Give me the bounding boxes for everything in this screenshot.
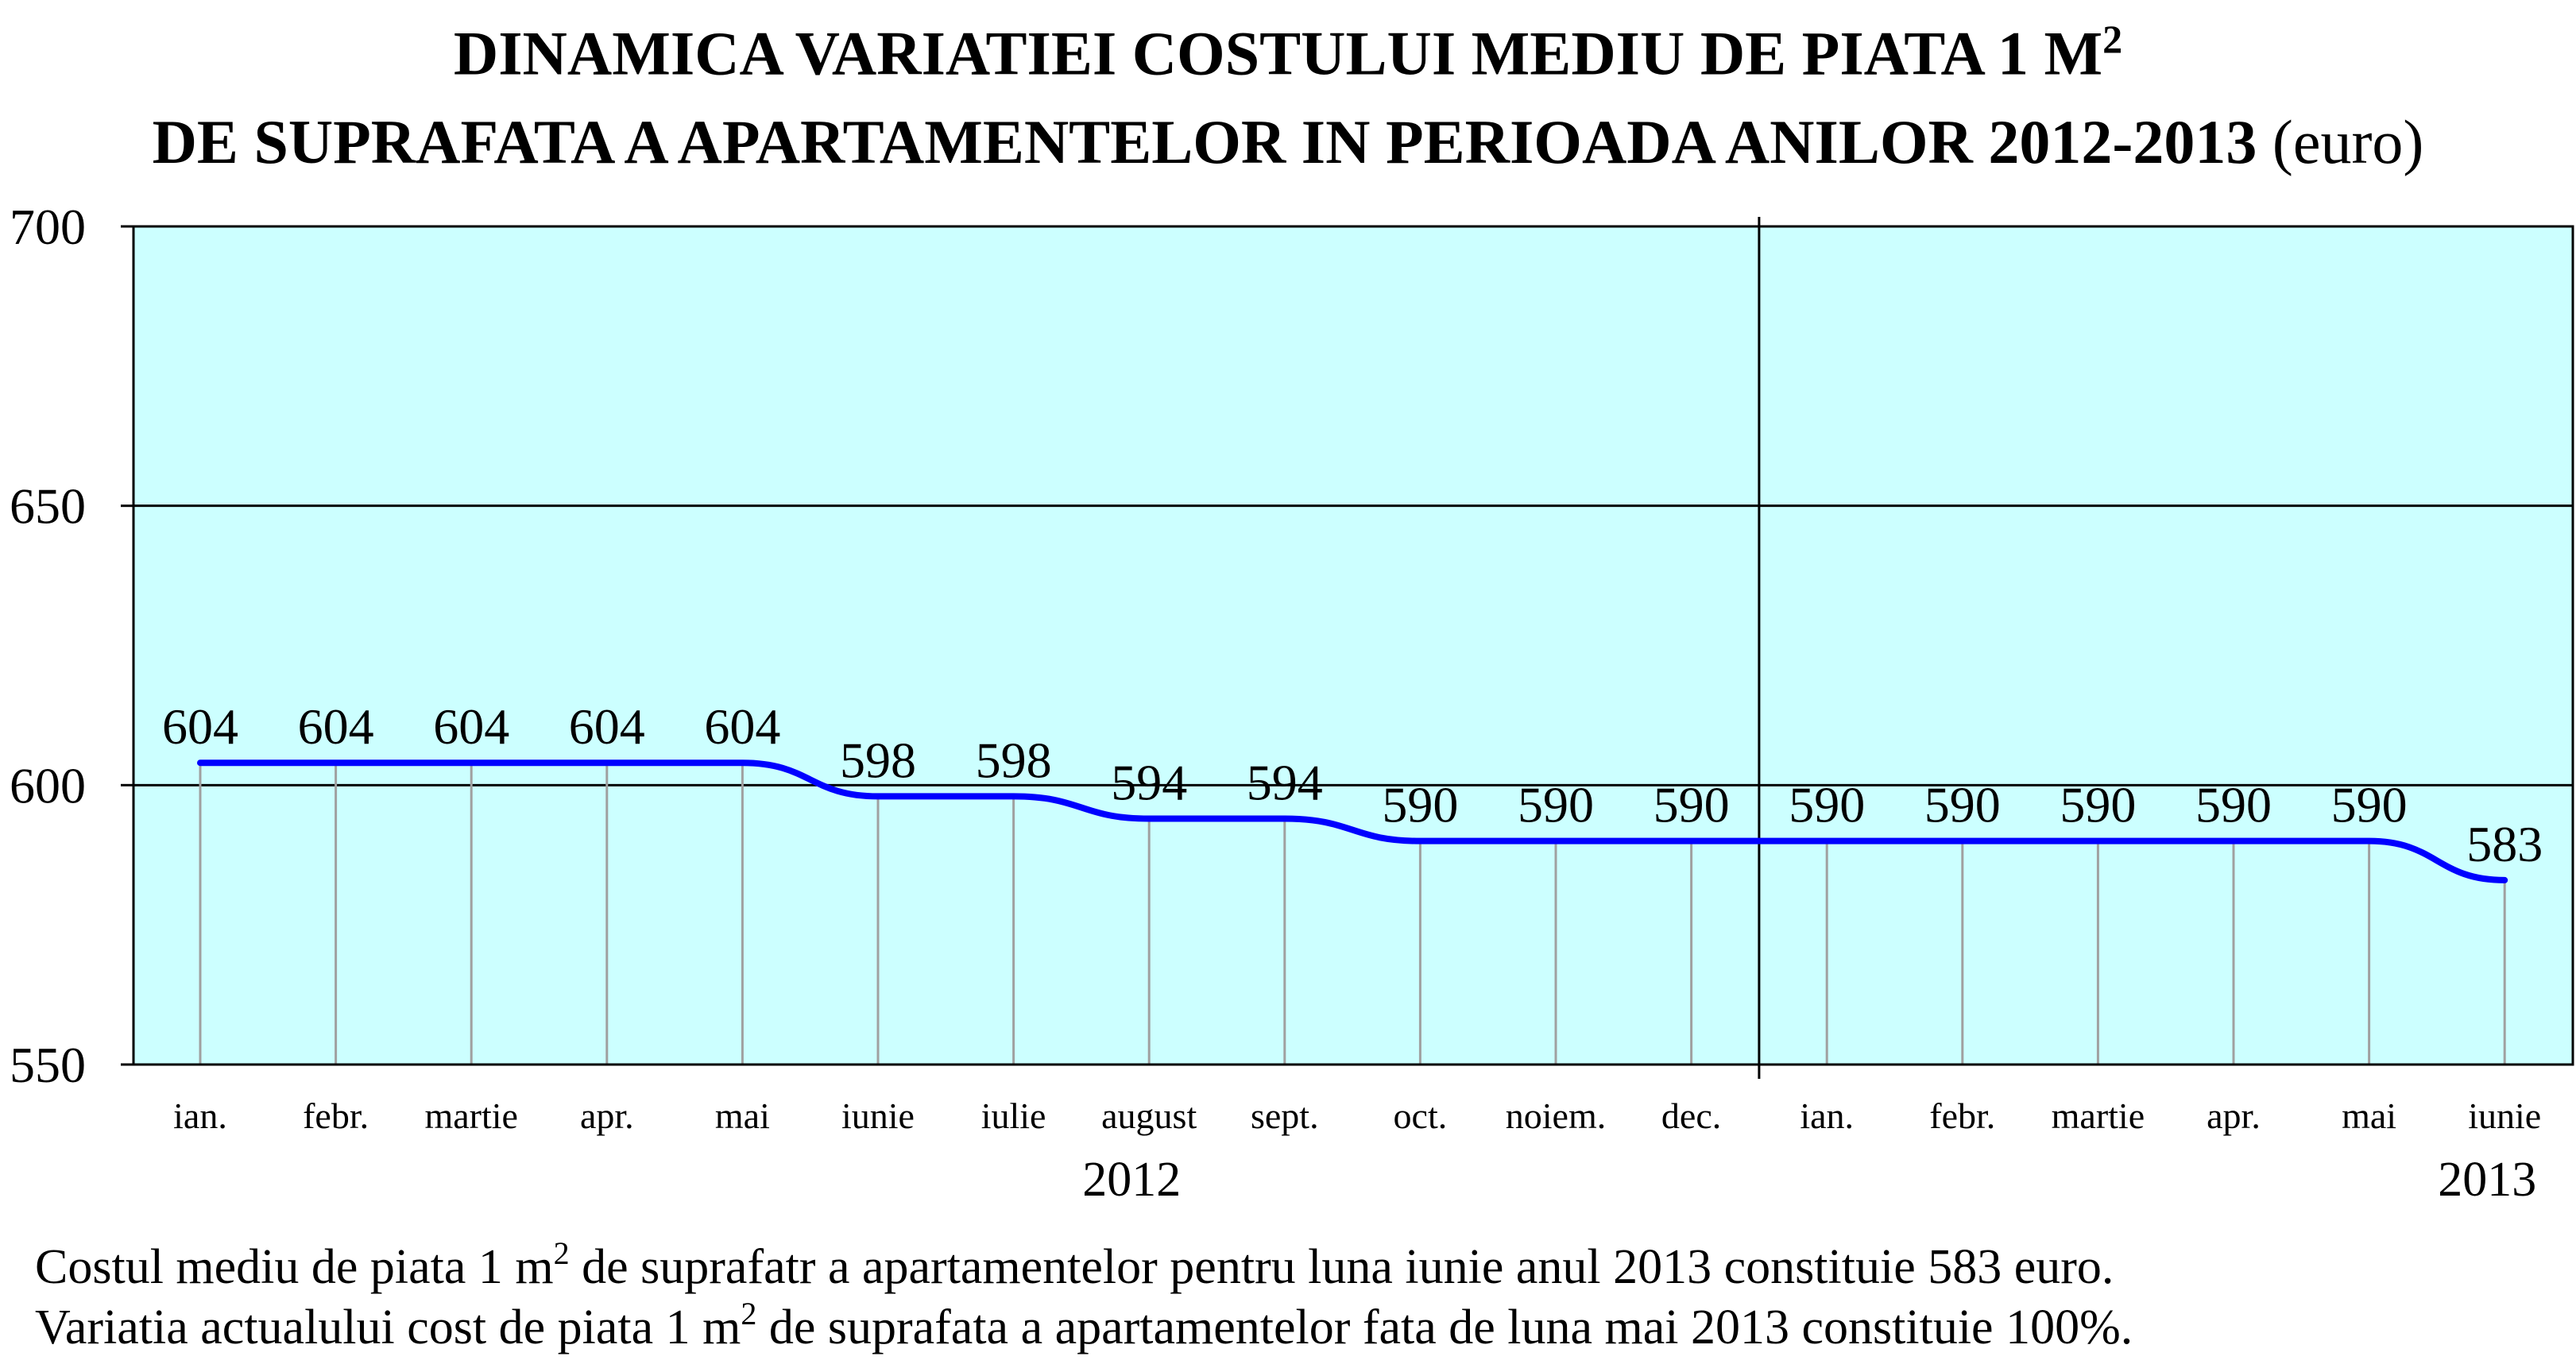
footnote-line1: Costul mediu de piata 1 m2 de suprafatr … xyxy=(35,1235,2114,1294)
footnote-line1-sup: 2 xyxy=(553,1235,570,1271)
data-label: 590 xyxy=(2060,777,2136,833)
data-point xyxy=(1011,794,1016,799)
data-point xyxy=(1959,838,1965,844)
data-label: 594 xyxy=(1111,755,1187,811)
title-superscript: 2 xyxy=(2102,17,2123,61)
data-point xyxy=(2502,877,2508,883)
data-label: 590 xyxy=(1789,777,1865,833)
data-label: 583 xyxy=(2466,816,2543,872)
footnote-line2-pre: Variatia actualului cost de piata 1 m xyxy=(35,1300,741,1354)
data-point xyxy=(2095,838,2101,844)
data-point xyxy=(1824,838,1830,844)
data-label: 590 xyxy=(1518,777,1594,833)
plot-border xyxy=(132,225,2574,1066)
x-tick-label: mai xyxy=(2342,1096,2396,1136)
data-label: 590 xyxy=(2331,777,2408,833)
footnote-line2: Variatia actualului cost de piata 1 m2 d… xyxy=(35,1296,2133,1354)
title-line1-text: DINAMICA VARIATIEI COSTULUI MEDIU DE PIA… xyxy=(453,18,2103,88)
data-point xyxy=(1418,838,1423,844)
data-label: 598 xyxy=(976,732,1052,788)
footnote-line2-sup: 2 xyxy=(741,1296,757,1331)
data-label: 604 xyxy=(569,698,645,755)
data-label: 590 xyxy=(1654,777,1730,833)
footnote-line2-post: de suprafata a apartamentelor fata de lu… xyxy=(756,1300,2133,1354)
data-label: 598 xyxy=(840,732,916,788)
x-tick-label: oct. xyxy=(1394,1096,1448,1136)
data-point xyxy=(2231,838,2236,844)
y-tick-label: 550 xyxy=(10,1037,86,1093)
x-tick-label: ian. xyxy=(173,1096,227,1136)
x-tick-label: noiem. xyxy=(1506,1096,1606,1136)
x-tick-label: ian. xyxy=(1800,1096,1854,1136)
data-label: 604 xyxy=(704,698,780,755)
x-tick-label: iunie xyxy=(2468,1096,2541,1136)
data-label: 590 xyxy=(1924,777,2001,833)
y-tick-label: 650 xyxy=(10,478,86,535)
data-point xyxy=(1147,816,1152,821)
x-tick-label: martie xyxy=(2052,1096,2145,1136)
data-point xyxy=(1282,816,1287,821)
year-label: 2013 xyxy=(2438,1153,2536,1207)
x-tick-label: apr. xyxy=(580,1096,634,1136)
data-label: 604 xyxy=(162,698,238,755)
title-line2-text: DE SUPRAFATA A APARTAMENTELOR IN PERIOAD… xyxy=(152,107,2257,176)
line-chart: 550 600 650 700 604 604 604 604 604 598 598 594 594 5… xyxy=(10,199,2574,1207)
data-label: 594 xyxy=(1247,755,1323,811)
data-point xyxy=(198,760,203,766)
data-point xyxy=(740,760,745,766)
x-tick-label: august xyxy=(1101,1096,1197,1136)
y-tick-label: 600 xyxy=(10,757,86,813)
plot-area xyxy=(133,226,2573,1065)
data-point xyxy=(1553,838,1558,844)
data-point xyxy=(333,760,338,766)
data-label: 604 xyxy=(298,698,374,755)
x-tick-label: dec. xyxy=(1661,1096,1721,1136)
data-label: 604 xyxy=(433,698,509,755)
x-tick-label: febr. xyxy=(303,1096,369,1136)
data-point xyxy=(2366,838,2372,844)
x-tick-label: iulie xyxy=(981,1096,1046,1136)
chart-title-line2: DE SUPRAFATA A APARTAMENTELOR IN PERIOAD… xyxy=(0,111,2576,173)
series-line xyxy=(197,759,2508,883)
data-point xyxy=(876,794,880,799)
y-tick-label: 700 xyxy=(10,199,86,255)
chart-title-line1: DINAMICA VARIATIEI COSTULUI MEDIU DE PIA… xyxy=(0,19,2576,85)
x-tick-label: iunie xyxy=(841,1096,915,1136)
x-tick-label: martie xyxy=(424,1096,518,1136)
x-tick-label: mai xyxy=(715,1096,770,1136)
title-unit: (euro) xyxy=(2272,107,2424,176)
year-label: 2012 xyxy=(1082,1153,1181,1207)
data-point xyxy=(469,760,474,766)
data-point xyxy=(604,760,609,766)
data-point xyxy=(1688,838,1694,844)
footnote-line1-pre: Costul mediu de piata 1 m xyxy=(35,1240,554,1294)
footnote-line1-post: de suprafatr a apartamentelor pentru lun… xyxy=(569,1240,2114,1294)
data-label: 590 xyxy=(1382,777,1458,833)
data-label: 590 xyxy=(2195,777,2272,833)
x-tick-label: febr. xyxy=(1929,1096,1995,1136)
x-tick-label: apr. xyxy=(2207,1096,2261,1136)
x-tick-label: sept. xyxy=(1251,1096,1319,1136)
